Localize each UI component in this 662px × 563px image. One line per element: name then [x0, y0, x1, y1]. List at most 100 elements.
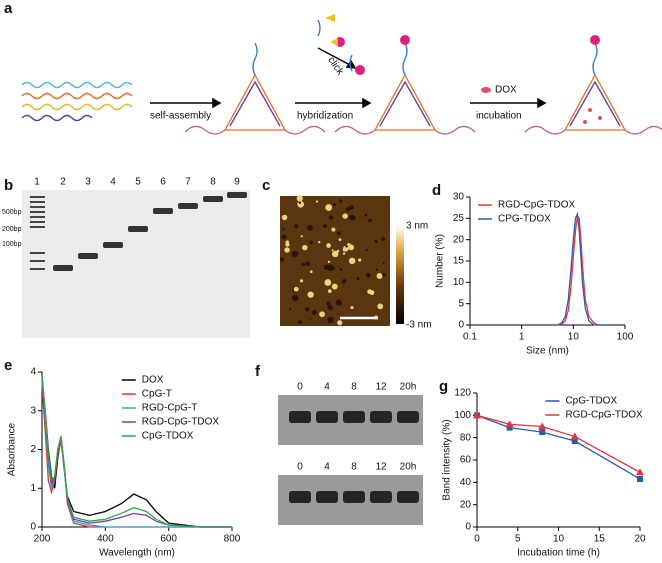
time-label: 12: [375, 382, 387, 393]
afm-spot: [382, 261, 385, 264]
afm-spot: [305, 307, 310, 312]
lane-label: 2: [60, 177, 66, 188]
afm-spot: [301, 262, 305, 267]
y-axis-label: Number (%): [435, 234, 446, 288]
afm-spot: [338, 199, 343, 203]
afm-spot: [318, 240, 321, 244]
afm-spot: [285, 240, 290, 245]
ladder-band: [30, 211, 45, 213]
afm-spot: [339, 268, 343, 271]
legend-label: RGD-CpG-TDOX: [565, 410, 643, 421]
afm-spot: [322, 224, 327, 229]
legend-label: RGD-CpG-T: [142, 403, 198, 414]
afm-spot: [309, 270, 313, 274]
ladder-band: [30, 206, 45, 208]
afm-spot: [341, 279, 347, 284]
afm-spot: [364, 213, 368, 217]
afm-spot: [382, 272, 386, 277]
band: [153, 208, 173, 214]
x-tick-label: 5: [515, 534, 521, 545]
afm-spot: [369, 290, 375, 296]
x-tick-label: 400: [97, 534, 114, 545]
afm-spot: [327, 260, 331, 264]
afm-spot: [348, 257, 356, 265]
panel-label: g: [439, 378, 448, 395]
ladder-band: [30, 221, 45, 223]
afm-spot: [300, 235, 303, 238]
y-tick-label: 0: [465, 522, 471, 533]
step-label: self-assembly: [150, 111, 211, 122]
afm-spot: [335, 299, 343, 306]
afm-spot: [368, 218, 372, 223]
afm-spot: [347, 242, 351, 247]
afm-spot: [281, 214, 288, 221]
legend-label: CpG-TDOX: [565, 396, 617, 407]
band: [103, 242, 123, 248]
legend-label: CpG-T: [142, 389, 172, 400]
lane-label: 7: [185, 177, 191, 188]
line: [41, 379, 232, 528]
time-label: 0: [297, 382, 303, 393]
afm-spot: [377, 303, 384, 310]
band: [343, 491, 365, 503]
afm-spot: [331, 249, 334, 252]
afm-spot: [284, 247, 290, 253]
x-tick-label: 15: [594, 534, 606, 545]
y-axis-label: Absorbance: [7, 422, 18, 476]
afm-spot: [326, 243, 331, 248]
band: [53, 265, 73, 271]
afm-spot: [332, 250, 339, 258]
line: [41, 379, 232, 528]
y-axis-label: Band intensity (%): [442, 419, 453, 500]
afm-spot: [325, 204, 333, 211]
dna-strands: [21, 81, 133, 122]
afm-spot: [291, 250, 299, 258]
afm-spot: [337, 320, 343, 326]
step-label: hybridization: [297, 111, 353, 122]
lane-label: 6: [160, 177, 166, 188]
afm-spot: [342, 252, 346, 255]
afm-spot: [338, 238, 342, 242]
band: [397, 411, 419, 423]
afm-spot: [346, 209, 349, 212]
marker: [637, 475, 643, 482]
legend-label: CPG-TDOX: [498, 214, 551, 225]
y-tick-label: 30: [453, 192, 465, 203]
band: [370, 411, 392, 423]
x-tick-label: 1: [519, 332, 525, 343]
band: [316, 411, 338, 423]
ladder-band: [30, 252, 45, 254]
x-tick-label: 20: [634, 534, 646, 545]
ladder-band: [30, 201, 45, 203]
ladder-band: [30, 196, 45, 198]
afm-spot: [365, 248, 369, 252]
afm-spot: [365, 273, 371, 278]
marker: [570, 432, 579, 440]
time-label: 4: [324, 462, 330, 473]
gel: [22, 190, 250, 338]
marker: [538, 422, 547, 430]
marker-label: 100bp: [2, 241, 22, 248]
x-axis-label: Incubation time (h): [517, 548, 600, 559]
color-bar: [396, 228, 404, 324]
afm-spot: [328, 289, 332, 293]
marker: [506, 424, 513, 431]
y-tick-label: 3: [30, 405, 36, 416]
x-tick-label: 200: [34, 534, 51, 545]
afm-spot: [350, 305, 354, 310]
band: [397, 491, 419, 503]
legend-label: RGD-CpG-TDOX: [142, 417, 220, 428]
color-bar-label: -3 nm: [406, 320, 432, 331]
afm-spot: [326, 301, 331, 306]
marker: [571, 438, 578, 445]
y-tick-label: 4: [30, 367, 36, 378]
time-label: 8: [351, 462, 357, 473]
marker-label: 500bp: [2, 209, 22, 216]
afm-spot: [319, 311, 325, 318]
afm-spot: [358, 258, 362, 262]
afm-spot: [296, 195, 303, 202]
afm-spot: [288, 307, 292, 311]
y-tick-label: 60: [460, 455, 472, 466]
panel-label: d: [432, 182, 441, 199]
